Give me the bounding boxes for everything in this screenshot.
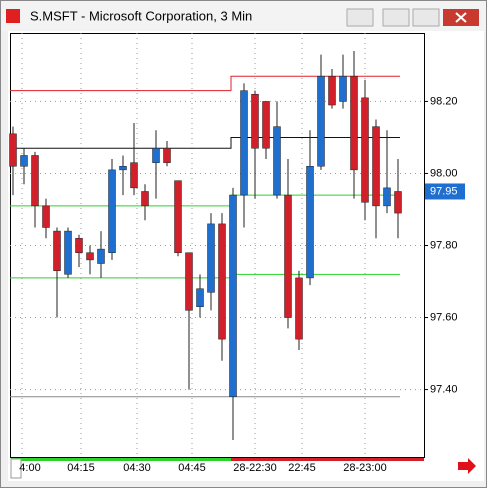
- link-button[interactable]: [346, 8, 374, 27]
- candle-body: [130, 162, 138, 189]
- candle-body: [196, 288, 204, 307]
- window-title: S.MSFT - Microsoft Corporation, 3 Min: [30, 8, 252, 23]
- candle-body: [75, 238, 83, 253]
- candle-body: [42, 205, 50, 228]
- candle-body: [9, 133, 17, 167]
- close-icon: [455, 12, 467, 23]
- app-icon: [6, 9, 20, 23]
- x-tick-label: 22:45: [288, 462, 316, 474]
- candle-body: [394, 191, 402, 214]
- x-tick-label: 4:00: [19, 462, 40, 474]
- candle-body: [163, 148, 171, 163]
- x-tick-label: 04:45: [178, 462, 206, 474]
- level-line: [10, 136, 400, 149]
- candle-body: [372, 126, 380, 207]
- candle-body: [97, 248, 105, 264]
- last-price-box: [425, 183, 465, 200]
- maximize-button[interactable]: [412, 8, 440, 27]
- level-line: [10, 75, 400, 92]
- x-tick-label: 28-23:00: [343, 462, 386, 474]
- candle-body: [174, 180, 182, 253]
- candle-body: [383, 187, 391, 207]
- session-bar: [11, 458, 231, 461]
- y-tick-label: 98.20: [430, 95, 458, 107]
- x-tick-label: 04:15: [67, 462, 95, 474]
- x-tick-label: 04:30: [123, 462, 151, 474]
- y-tick-label: 97.60: [430, 311, 458, 323]
- candle-body: [185, 252, 193, 311]
- candle-body: [218, 223, 226, 340]
- candle-body: [339, 75, 347, 102]
- candle-body: [141, 191, 149, 207]
- candle-body: [273, 126, 281, 196]
- y-tick-label: 97.40: [430, 383, 458, 395]
- session-bar: [231, 458, 424, 461]
- candle-body: [64, 230, 72, 275]
- candle-body: [350, 75, 358, 171]
- x-tick-label: 28-22:30: [233, 462, 276, 474]
- candle-body: [295, 277, 303, 340]
- candle-body: [361, 97, 369, 203]
- minimize-button[interactable]: [382, 8, 410, 27]
- candle-body: [119, 166, 127, 171]
- last-price-label: 97.95: [430, 185, 458, 197]
- candle-body: [86, 252, 94, 261]
- candle-body: [229, 194, 237, 398]
- candle-body: [240, 90, 248, 196]
- candle-body: [317, 75, 325, 167]
- candle-body: [152, 148, 160, 163]
- scroll-arrow[interactable]: [458, 458, 476, 474]
- scroll-box[interactable]: [10, 458, 22, 479]
- candle-body: [262, 101, 270, 149]
- candle-body: [108, 169, 116, 253]
- candle-body: [20, 155, 28, 167]
- candle-body: [207, 223, 215, 293]
- y-tick-label: 98.00: [430, 167, 458, 179]
- y-tick-label: 97.80: [430, 239, 458, 251]
- candle-body: [328, 75, 336, 106]
- candle-body: [53, 230, 61, 271]
- candle-body: [306, 166, 314, 279]
- candle-body: [31, 155, 39, 207]
- candle-body: [251, 93, 259, 149]
- candle-body: [284, 194, 292, 318]
